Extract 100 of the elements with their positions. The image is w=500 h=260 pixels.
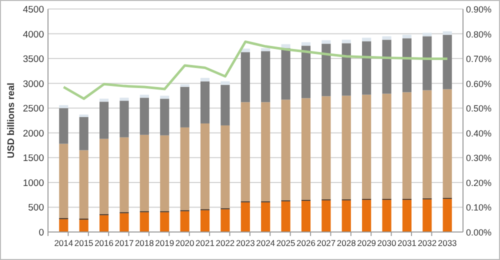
x-tick-label: 2023 (236, 238, 256, 248)
x-tick-label: 2028 (336, 238, 356, 248)
y2-tick-label: 0.80% (466, 29, 492, 40)
bar (301, 200, 311, 232)
bar (140, 94, 149, 98)
bar (79, 150, 88, 219)
y-tick-label: 2500 (22, 104, 44, 115)
x-tick-label: 2019 (155, 238, 174, 248)
bar (382, 200, 392, 232)
bar (59, 105, 68, 108)
bar (220, 84, 230, 126)
y-tick-label: 3500 (22, 54, 44, 66)
bar (200, 123, 210, 210)
bar (322, 44, 331, 96)
x-tick-label: 2014 (54, 238, 74, 248)
bar (342, 96, 351, 200)
bar (442, 34, 452, 90)
bar (240, 102, 250, 202)
bar (180, 127, 190, 210)
y-tick-label: 0 (38, 228, 44, 238)
bar (402, 38, 412, 92)
bar (402, 92, 412, 199)
x-tick-label: 2032 (418, 238, 437, 248)
bar (240, 52, 250, 102)
bar (200, 81, 210, 124)
y2-tick-label: 0.60% (466, 78, 492, 89)
x-tick-label: 2029 (357, 238, 376, 248)
y2-tick-label: 0.90% (466, 4, 492, 14)
bar (422, 90, 432, 198)
y-tick-label: 2000 (22, 128, 44, 140)
bar (160, 135, 170, 212)
bar (140, 134, 149, 212)
bar (281, 100, 290, 200)
y-tick-label: 4500 (22, 4, 44, 16)
bar (322, 200, 331, 232)
y-tick-label: 500 (28, 202, 44, 214)
bar (140, 98, 149, 135)
bar (59, 108, 68, 144)
bar (140, 212, 149, 232)
bar (301, 46, 311, 98)
bar (160, 96, 170, 99)
y2-tick-label: 0.30% (466, 153, 492, 164)
y2-tick-label: 0.10% (466, 202, 492, 213)
bar (261, 102, 270, 202)
y-tick-label: 1000 (22, 178, 44, 189)
x-tick-label: 2031 (398, 238, 417, 248)
bar (160, 98, 170, 136)
bar (422, 36, 432, 90)
bar (240, 48, 250, 52)
bar (180, 211, 190, 232)
bar (99, 215, 109, 232)
bar (342, 43, 351, 96)
bar (261, 202, 270, 232)
y-tick-label: 4000 (22, 29, 44, 40)
bar (261, 48, 270, 52)
bar (160, 212, 170, 232)
bar (120, 213, 129, 232)
bar (342, 40, 351, 44)
x-tick-label: 2017 (114, 238, 134, 248)
bar (382, 40, 392, 94)
bar (200, 78, 210, 82)
bar (220, 81, 230, 85)
bar (342, 200, 351, 232)
bar (362, 38, 372, 42)
bar (362, 41, 372, 95)
bar (180, 86, 190, 128)
x-tick-label: 2021 (196, 238, 215, 248)
x-tick-label: 2016 (94, 238, 114, 248)
y2-tick-label: 0.40% (466, 128, 492, 138)
x-tick-label: 2033 (438, 238, 458, 248)
bar (301, 42, 311, 46)
bar (322, 96, 331, 200)
bar (442, 198, 452, 232)
bar (120, 137, 129, 212)
bar (322, 40, 331, 44)
x-tick-label: 2018 (134, 238, 154, 248)
x-tick-label: 2025 (276, 238, 296, 248)
x-tick-label: 2020 (175, 238, 195, 248)
x-tick-label: 2026 (296, 238, 316, 248)
bar (180, 84, 190, 87)
bar (261, 51, 270, 102)
y2-tick-label: 0.70% (466, 54, 492, 64)
bar (281, 44, 290, 48)
bar (402, 200, 412, 232)
bar (240, 202, 250, 232)
bar (281, 201, 290, 232)
x-tick-label: 2022 (216, 238, 235, 248)
bar (220, 125, 230, 208)
bar (281, 48, 290, 100)
bar (59, 144, 68, 218)
x-tick-label: 2030 (377, 238, 396, 248)
y2-tick-label: 0.20% (466, 178, 492, 188)
x-tick-label: 2015 (74, 238, 94, 248)
bar (382, 94, 392, 199)
bar (362, 94, 372, 199)
bar (200, 210, 210, 232)
bar (79, 117, 88, 150)
bar (382, 36, 392, 40)
y2-tick-label: 0.00% (466, 228, 492, 238)
x-tick-label: 2027 (316, 238, 336, 248)
